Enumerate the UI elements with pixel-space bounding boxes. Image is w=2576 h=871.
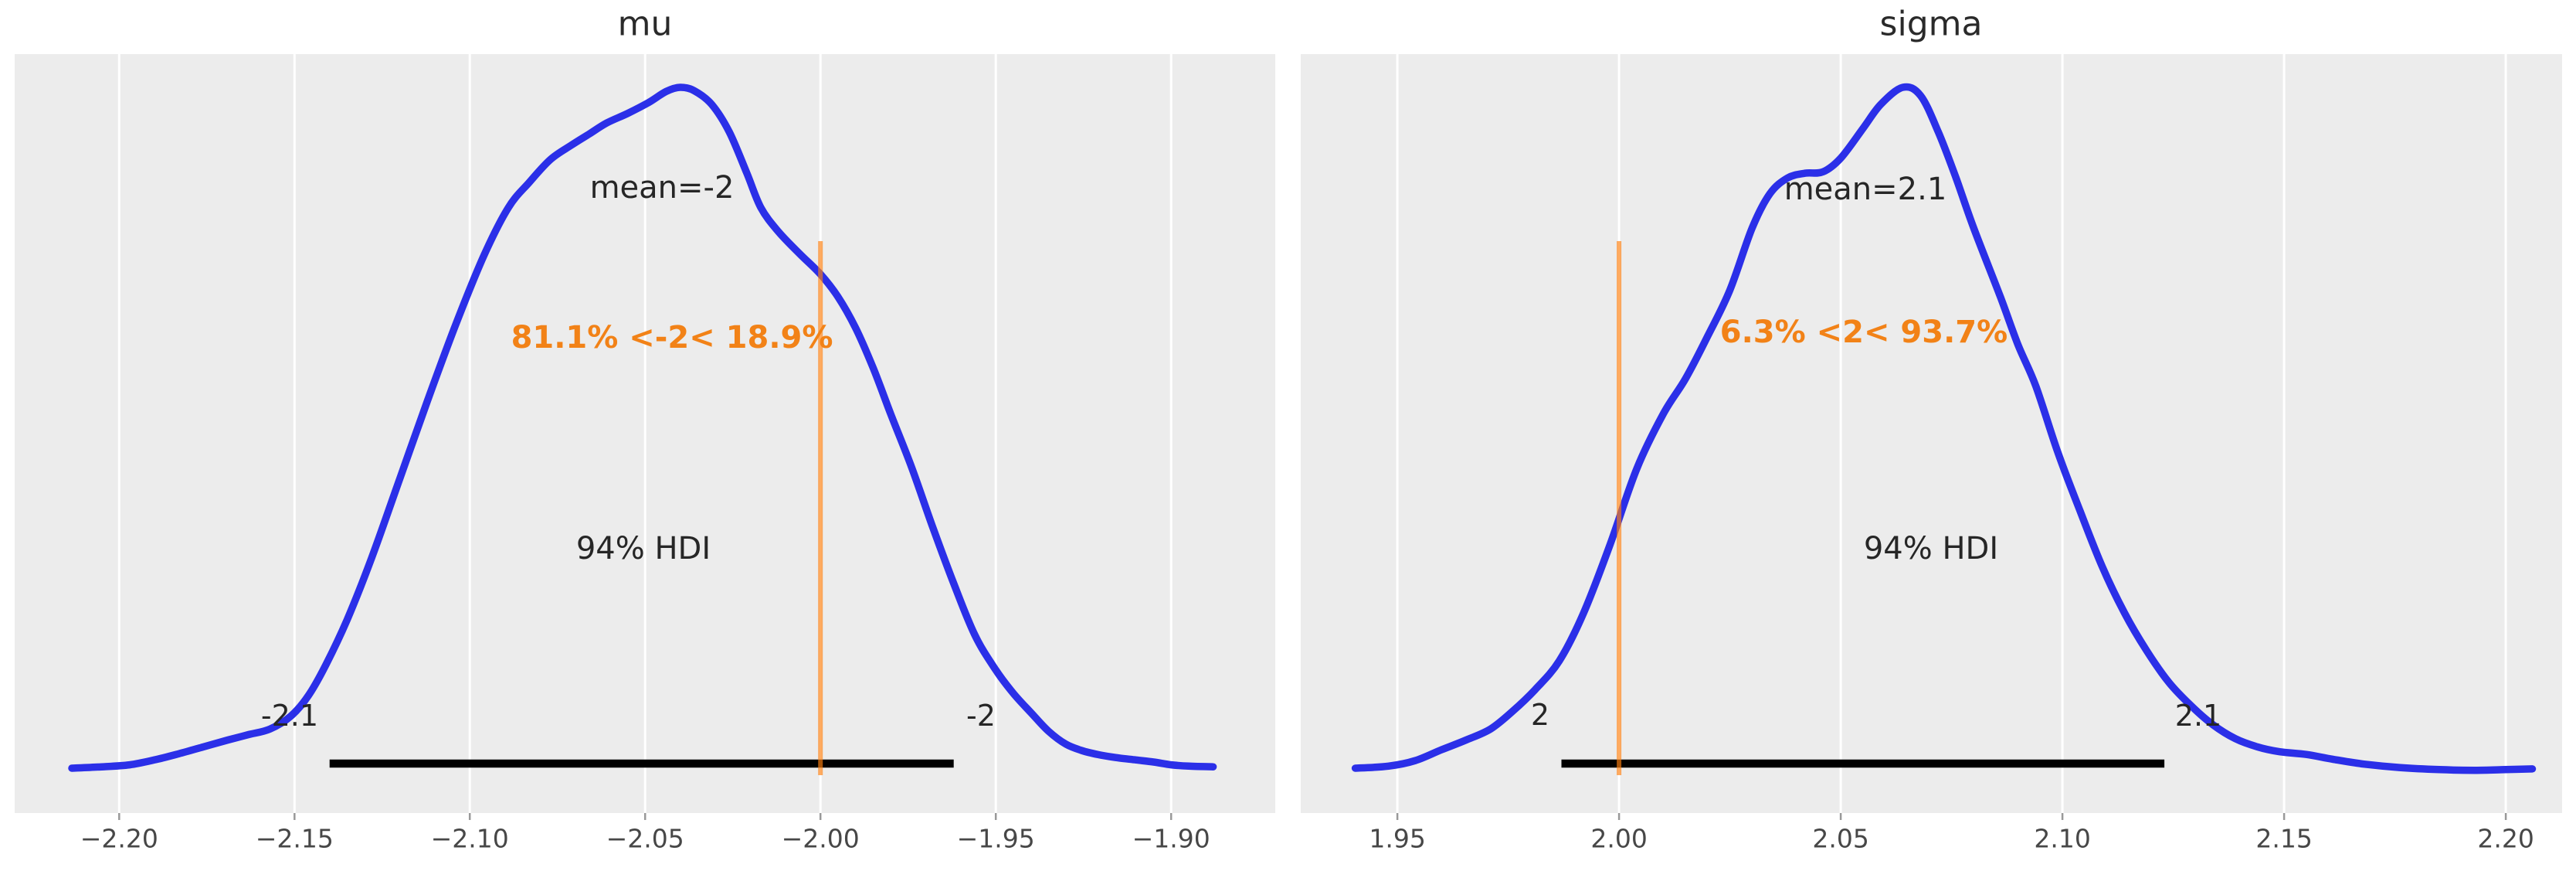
hdi-title: 94% HDI: [1864, 531, 1998, 566]
plot-area: [1301, 54, 2562, 813]
x-axis-ticks: [118, 813, 1173, 820]
x-tick-label: −1.90: [1132, 824, 1210, 854]
x-tick-label: −1.95: [957, 824, 1035, 854]
hdi-upper-label: 2.1: [2175, 699, 2221, 733]
x-axis-tick-labels: −2.20 −2.15 −2.10 −2.05 −2.00 −1.95 −1.90: [80, 824, 1210, 854]
hdi-upper-label: -2: [966, 699, 996, 733]
x-tick-label: 2.00: [1590, 824, 1647, 854]
ref-value-text: 81.1% <-2< 18.9%: [511, 320, 833, 356]
panel-mu: −2.20 −2.15 −2.10 −2.05 −2.00 −1.95 −1.90 mu m…: [15, 5, 1275, 854]
x-tick-label: 1.95: [1369, 824, 1425, 854]
x-tick-label: 2.05: [1812, 824, 1868, 854]
x-tick-label: 2.10: [2034, 824, 2090, 854]
x-tick-label: −2.05: [606, 824, 684, 854]
panel-title: sigma: [1880, 5, 1983, 44]
x-tick-label: −2.20: [80, 824, 158, 854]
x-tick-label: 2.20: [2477, 824, 2534, 854]
panel-title: mu: [618, 5, 673, 44]
panel-sigma: 1.95 2.00 2.05 2.10 2.15 2.20 sigma mean=2.1 …: [1301, 5, 2562, 854]
mean-label: mean=-2: [590, 170, 735, 206]
mean-label: mean=2.1: [1784, 172, 1947, 207]
kde-curve: [1351, 83, 2537, 774]
kde-curve: [68, 83, 1217, 772]
hdi-lower-label: 2: [1531, 698, 1549, 732]
x-axis-ticks: [1396, 813, 2507, 820]
x-tick-label: −2.10: [431, 824, 509, 854]
ref-value-text: 6.3% <2< 93.7%: [1720, 315, 2008, 350]
x-tick-label: −2.15: [256, 824, 334, 854]
x-tick-label: 2.15: [2255, 824, 2312, 854]
x-tick-label: −2.00: [782, 824, 860, 854]
x-axis-tick-labels: 1.95 2.00 2.05 2.10 2.15 2.20: [1369, 824, 2534, 854]
hdi-lower-label: -2.1: [261, 699, 318, 733]
hdi-title: 94% HDI: [576, 531, 711, 566]
gridlines: [117, 54, 1173, 813]
